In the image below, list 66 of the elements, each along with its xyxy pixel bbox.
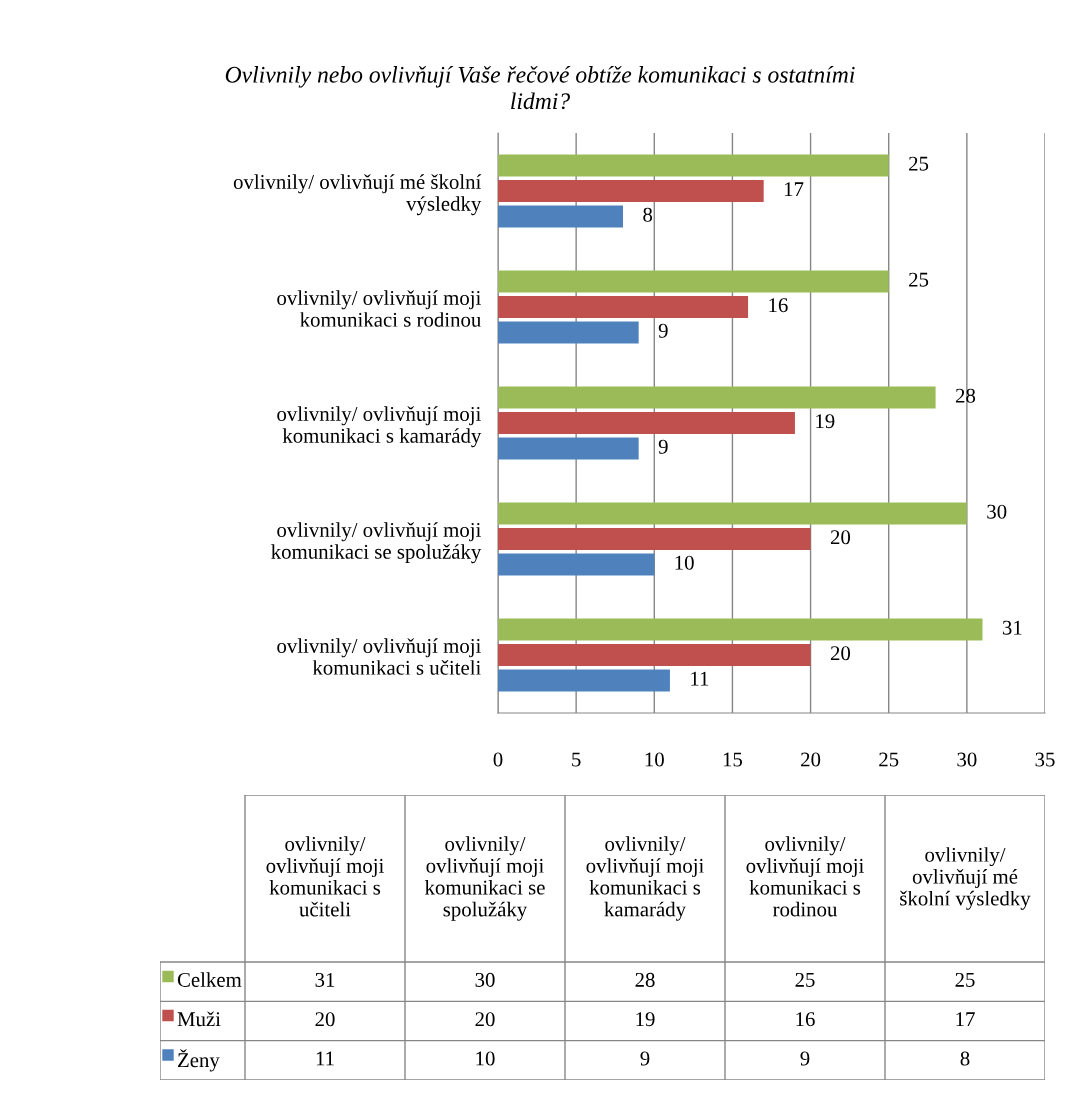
bar bbox=[498, 179, 764, 203]
legend-label: Muži bbox=[177, 1011, 221, 1027]
data-label: 30 bbox=[475, 972, 495, 987]
bar bbox=[498, 270, 889, 293]
bar bbox=[498, 502, 967, 525]
legend-label: Celkem bbox=[177, 972, 242, 987]
data-label: 25 bbox=[795, 972, 815, 987]
data-label: 20 bbox=[830, 530, 851, 545]
category-label: ovlivnily/ ovlivňují moji komunikaci se spolužáky bbox=[424, 836, 545, 921]
data-label: 31 bbox=[1002, 620, 1022, 635]
bar bbox=[498, 295, 749, 319]
x-tick-label: 0 bbox=[493, 752, 503, 767]
y-tick-label: ovlivnily/ ovlivňují moji komunikaci se spolužáky bbox=[271, 522, 482, 564]
data-label: 17 bbox=[784, 182, 804, 197]
data-label: 11 bbox=[691, 671, 709, 686]
category-label: ovlivnily/ ovlivňují mé školní výsledky bbox=[900, 847, 1031, 910]
y-tick-label: ovlivnily/ ovlivňují mé školní výsledky bbox=[233, 174, 482, 216]
data-label: 20 bbox=[475, 1012, 495, 1027]
bar bbox=[498, 386, 936, 409]
bar bbox=[498, 154, 889, 177]
data-label: 10 bbox=[675, 555, 694, 570]
bar bbox=[498, 618, 983, 641]
legend-label: Ženy bbox=[178, 1049, 220, 1072]
x-tick-label: 10 bbox=[645, 752, 664, 767]
chart-title: Ovlivnily nebo ovlivňují Vaše řečové obtíže komunikaci s ostatními lidmi? bbox=[225, 66, 855, 110]
bar bbox=[498, 411, 795, 435]
data-label: 20 bbox=[830, 646, 851, 661]
y-tick-label: ovlivnily/ ovlivňují moji komunikaci s kamarády bbox=[277, 406, 482, 448]
data-label: 16 bbox=[769, 298, 788, 313]
bar bbox=[498, 669, 670, 692]
data-label: 31 bbox=[315, 972, 335, 987]
x-tick-label: 15 bbox=[723, 752, 743, 767]
category-label: ovlivnily/ ovlivňují moji komunikaci s rodinou bbox=[746, 836, 864, 917]
data-label: 16 bbox=[796, 1012, 815, 1027]
x-tick-label: 35 bbox=[1035, 752, 1055, 767]
data-label: 8 bbox=[960, 1051, 970, 1066]
x-tick-label: 30 bbox=[957, 752, 977, 767]
bar bbox=[498, 205, 624, 228]
x-tick-label: 25 bbox=[879, 752, 899, 767]
data-label: 9 bbox=[800, 1051, 810, 1066]
data-label: 9 bbox=[658, 323, 668, 338]
data-label: 17 bbox=[956, 1012, 975, 1027]
data-label: 25 bbox=[909, 156, 929, 171]
data-label: 30 bbox=[987, 504, 1007, 519]
bar bbox=[498, 527, 811, 551]
data-label: 9 bbox=[658, 439, 668, 454]
data-label: 28 bbox=[955, 388, 976, 403]
data-label: 9 bbox=[640, 1051, 650, 1066]
data-label: 28 bbox=[635, 972, 655, 987]
data-label: 25 bbox=[955, 972, 975, 987]
data-label: 11 bbox=[316, 1051, 334, 1066]
bar bbox=[498, 321, 639, 344]
data-label: 10 bbox=[476, 1051, 495, 1066]
data-label: 25 bbox=[909, 272, 929, 287]
bar bbox=[498, 553, 655, 576]
data-label: 19 bbox=[636, 1012, 655, 1027]
x-tick-label: 20 bbox=[801, 752, 821, 767]
y-tick-label: ovlivnily/ ovlivňují moji komunikaci s rodinou bbox=[277, 290, 481, 327]
x-tick-label: 5 bbox=[572, 752, 581, 767]
bar bbox=[498, 643, 811, 667]
data-label: 19 bbox=[816, 414, 835, 429]
bar bbox=[498, 437, 639, 460]
data-label: 8 bbox=[643, 207, 653, 222]
data-label: 20 bbox=[315, 1012, 335, 1027]
y-tick-label: ovlivnily/ ovlivňují moji komunikaci s učiteli bbox=[277, 638, 481, 675]
category-label: ovlivnily/ ovlivňují moji komunikaci s kamarády bbox=[586, 836, 704, 921]
